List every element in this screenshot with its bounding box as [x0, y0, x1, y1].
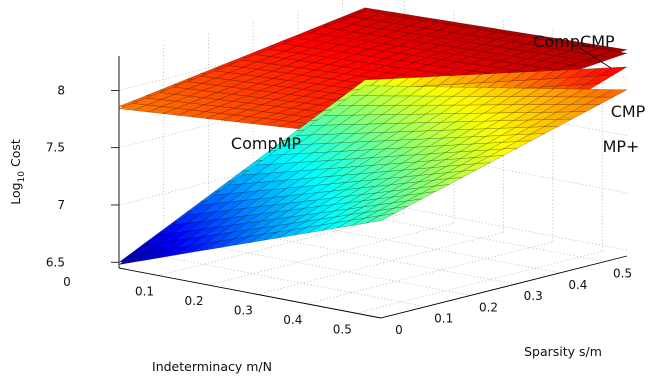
surface-cell	[598, 89, 628, 98]
floor-y-gridline	[253, 233, 516, 285]
mpplus-label: MP+	[603, 137, 640, 156]
floor-x-gridline	[257, 232, 504, 295]
surface-cell	[598, 66, 628, 77]
y-axis-label: Sparsity s/m	[524, 344, 602, 359]
y-tick-label: 0.1	[434, 312, 453, 326]
axes-layer	[111, 56, 628, 319]
x-axis-line	[118, 267, 382, 319]
compcmp-pointer-line	[579, 47, 612, 69]
x-tick-label: 0.1	[135, 285, 154, 299]
x-tick-label: 0.3	[234, 303, 253, 317]
floor-y-gridline	[342, 211, 605, 262]
z-tick-label: 8	[57, 83, 65, 97]
x-axis-label: Indeterminacy m/N	[152, 359, 272, 374]
side-wall-z-gridline	[364, 199, 628, 251]
z-tick-label: 7	[57, 198, 65, 212]
cmp-label: CMP	[611, 102, 646, 121]
floor-y-gridline	[163, 256, 426, 308]
surface-cell	[598, 50, 628, 59]
floor-x-gridline	[306, 241, 553, 305]
surfaces-layer	[118, 7, 628, 265]
surface-mpplus	[118, 85, 628, 265]
floor-y-gridline	[208, 245, 471, 296]
y-axis-line	[380, 255, 628, 319]
y-tick-label: 0.5	[613, 267, 632, 281]
compmp-label: CompMP	[231, 134, 302, 153]
floor-y-gridline	[297, 222, 560, 274]
compcmp-label: CompCMP	[533, 32, 615, 51]
z-tick-label: 6.5	[46, 255, 65, 269]
z-axis-label: Log10 Cost	[8, 139, 27, 205]
y-tick-label: 0.4	[568, 278, 587, 292]
x-tick-label: 0.2	[184, 294, 203, 308]
x-tick-label: 0.5	[333, 322, 352, 336]
y-tick-label: 0.3	[524, 289, 543, 303]
floor-x-gridline	[158, 213, 405, 276]
y-tick-label: 0.2	[479, 301, 498, 315]
z-tick-label: 7.5	[46, 141, 65, 155]
y-tick-label: 0	[395, 323, 403, 337]
x-tick-label: 0.4	[283, 313, 302, 327]
floor-x-gridline	[356, 250, 603, 314]
floor-x-gridline	[207, 222, 455, 286]
x-tick-label: 0	[63, 275, 71, 289]
tick-labels-layer: 0 0.1 0.2 0.3 0.4 0.5 0 0.1 0.2 0.3 0.4 0.5 6.5 7 7.5 8	[46, 83, 632, 337]
